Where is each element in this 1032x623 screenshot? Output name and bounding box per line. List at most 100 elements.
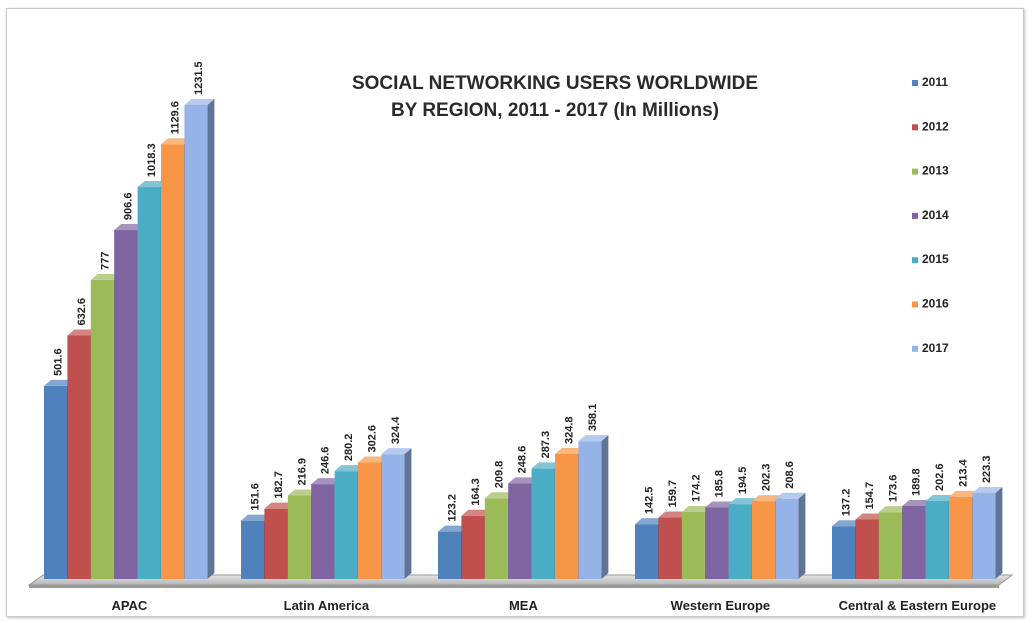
- bar-front: [114, 230, 138, 579]
- category-label: Western Europe: [671, 598, 770, 613]
- bar-top: [264, 502, 295, 509]
- bar-top: [311, 478, 342, 485]
- bar-front: [161, 144, 184, 579]
- value-label: 182.7: [273, 471, 285, 499]
- bar-side: [995, 487, 1003, 579]
- bar-top: [902, 499, 933, 506]
- bar-front: [832, 526, 855, 579]
- bar-front: [878, 512, 902, 579]
- bar-top: [752, 495, 782, 502]
- bars-group: 501.6 632.6 777 906.6 1018.3 1129.6 1231.5 151.…: [44, 61, 1003, 579]
- legend-swatch: [912, 212, 918, 219]
- value-label: 123.2: [447, 494, 459, 522]
- bar-top: [334, 465, 365, 472]
- bar-front: [484, 498, 508, 579]
- bar-top: [358, 456, 388, 463]
- bar-front: [461, 515, 485, 579]
- bar-apac-2017: [184, 99, 215, 579]
- bar-front: [925, 501, 949, 579]
- bar-front: [752, 501, 775, 579]
- value-label: 137.2: [841, 489, 853, 517]
- legend-swatch: [912, 124, 918, 131]
- bar-side: [798, 492, 806, 579]
- bar-front: [137, 187, 161, 579]
- value-label: 164.3: [470, 478, 482, 506]
- value-label: 632.6: [76, 298, 88, 326]
- bar-front: [358, 462, 381, 579]
- bar-front: [775, 498, 799, 579]
- legend-item-2013: 2013: [912, 164, 949, 178]
- bar-top: [578, 435, 609, 442]
- bar-front: [381, 454, 405, 579]
- bar-top: [44, 379, 74, 386]
- value-label: 209.8: [493, 461, 505, 489]
- value-label: 159.7: [667, 480, 679, 508]
- bar-front: [184, 105, 208, 579]
- bar-top: [508, 477, 539, 484]
- bar-top: [681, 505, 712, 512]
- legend-swatch: [912, 345, 918, 352]
- value-label: 324.4: [390, 416, 402, 444]
- value-label: 208.6: [784, 461, 796, 489]
- legend-label: 2012: [922, 119, 949, 133]
- value-label: 202.6: [934, 463, 946, 491]
- bar-front: [855, 519, 879, 579]
- bar-top: [658, 511, 689, 518]
- bar-top: [381, 448, 412, 455]
- bar-front: [67, 335, 91, 579]
- bar-front: [287, 495, 311, 579]
- bar-top: [555, 447, 585, 454]
- bar-top: [438, 525, 468, 532]
- bar-latin-america-2017: [381, 448, 412, 579]
- legend-label: 2016: [922, 297, 949, 311]
- value-label: 223.3: [981, 456, 993, 484]
- category-label: MEA: [509, 598, 539, 613]
- chart-frame: SOCIAL NETWORKING USERS WORLDWIDE BY REG…: [6, 8, 1024, 617]
- value-label: 1231.5: [193, 61, 205, 95]
- bar-top: [184, 99, 215, 105]
- value-label: 151.6: [250, 483, 262, 511]
- bar-top: [775, 492, 806, 499]
- legend-swatch: [912, 168, 918, 175]
- chart-title-line-2: BY REGION, 2011 - 2017 (In Millions): [391, 100, 719, 121]
- bar-top: [161, 138, 191, 145]
- bar-front: [949, 496, 972, 579]
- chart-canvas: SOCIAL NETWORKING USERS WORLDWIDE BY REG…: [27, 61, 1014, 613]
- legend-label: 2013: [922, 164, 949, 178]
- floor-edge: [29, 585, 999, 588]
- bar-front: [508, 483, 532, 579]
- bar-side: [207, 99, 215, 579]
- bar-front: [311, 484, 335, 579]
- bar-top: [531, 462, 562, 469]
- value-label: 501.6: [53, 348, 65, 376]
- legend-item-2015: 2015: [912, 252, 949, 266]
- value-label: 213.4: [958, 458, 970, 486]
- bar-top: [461, 509, 492, 516]
- bar-top: [67, 329, 98, 336]
- value-label: 358.1: [587, 404, 599, 432]
- bar-top: [114, 224, 145, 231]
- bar-top: [705, 501, 736, 508]
- bar-mea-2017: [578, 435, 609, 579]
- bar-top: [90, 273, 121, 280]
- value-label: 202.3: [761, 464, 773, 492]
- bar-front: [334, 471, 358, 579]
- value-label: 216.9: [296, 458, 308, 486]
- bar-top: [972, 487, 1003, 494]
- legend-label: 2017: [922, 341, 949, 355]
- bar-top: [855, 513, 886, 520]
- bar-front: [705, 507, 729, 579]
- value-label: 185.8: [714, 470, 726, 498]
- category-label: Central & Eastern Europe: [839, 598, 997, 613]
- value-label: 248.6: [517, 446, 529, 474]
- value-label: 777: [99, 252, 111, 270]
- bar-front: [902, 505, 926, 579]
- legend-swatch: [912, 257, 918, 264]
- value-label: 1018.3: [146, 143, 158, 177]
- legend: 2011 2012 2013 2014 2015 2016 2017: [912, 75, 949, 355]
- value-label: 194.5: [737, 467, 749, 495]
- value-label: 173.6: [887, 475, 899, 503]
- value-label: 246.6: [320, 447, 332, 475]
- chart-title-line-1: SOCIAL NETWORKING USERS WORLDWIDE: [352, 73, 758, 94]
- value-label: 302.6: [367, 425, 379, 453]
